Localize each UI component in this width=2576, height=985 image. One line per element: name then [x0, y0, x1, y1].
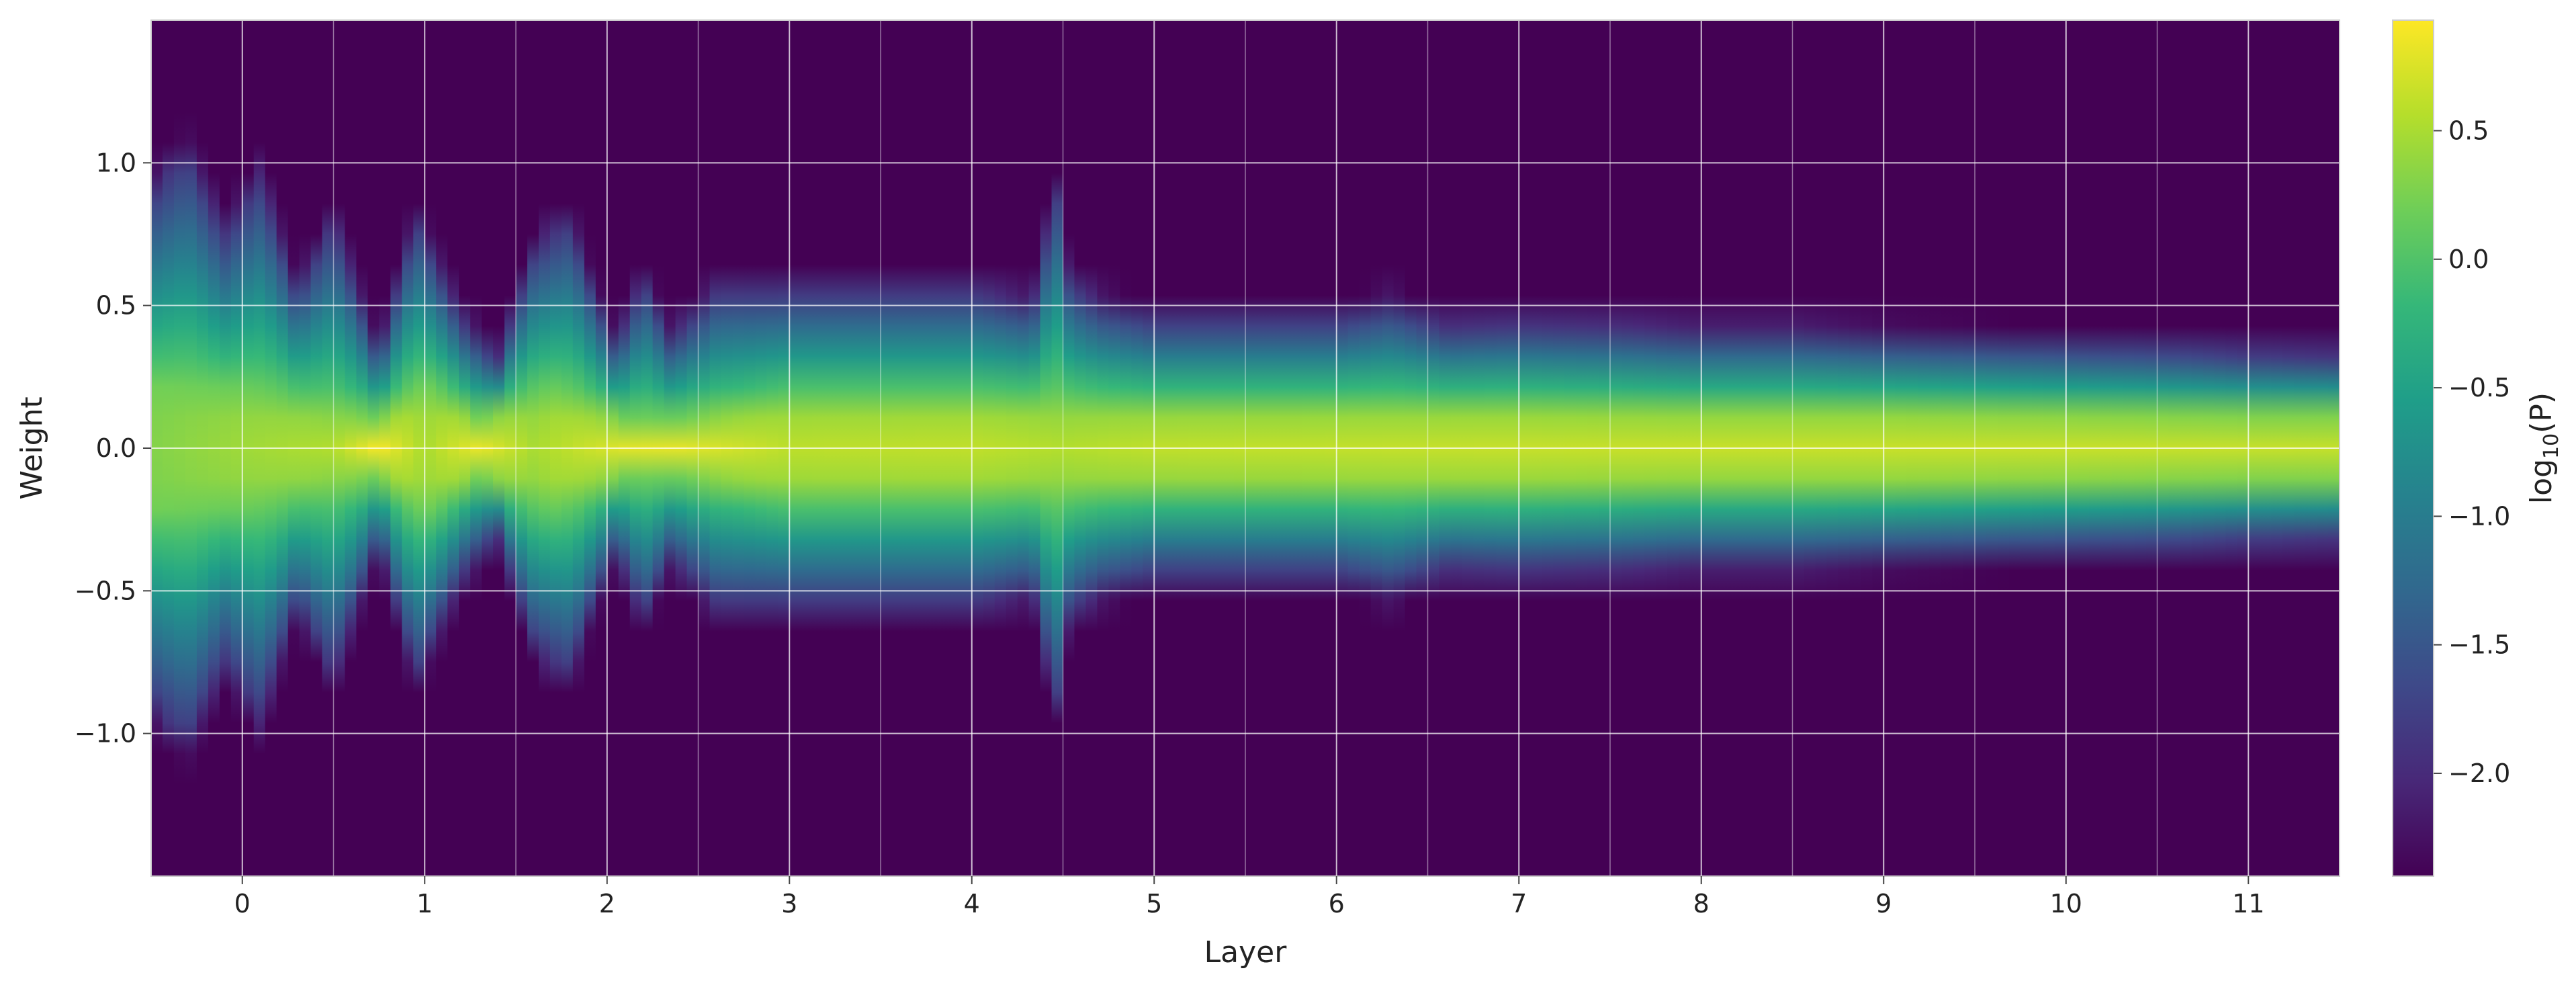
colorbar-label-base: log [2524, 459, 2559, 504]
y-tick-label: 0.5 [96, 291, 136, 320]
x-tick-label: 5 [1146, 889, 1162, 918]
x-axis-ticks: 0 1 2 3 4 5 6 7 8 9 10 11 [234, 876, 2264, 918]
y-tick-label: 0.0 [96, 433, 136, 463]
x-tick-label: 4 [964, 889, 980, 918]
x-tick-label: 3 [781, 889, 797, 918]
colorbar-tick-label: −1.5 [2448, 630, 2510, 660]
y-tick-label: 1.0 [96, 148, 136, 177]
y-tick-label: −1.0 [75, 719, 136, 748]
colorbar-tick-label: −0.5 [2448, 373, 2510, 402]
colorbar-tick-label: 0.0 [2448, 245, 2489, 274]
colorbar-tick-label: −2.0 [2448, 759, 2510, 788]
x-tick-label: 7 [1511, 889, 1527, 918]
x-tick-label: 1 [416, 889, 433, 918]
x-tick-label: 0 [234, 889, 251, 918]
x-tick-label: 10 [2050, 889, 2082, 918]
y-axis-label: Weight [15, 396, 49, 499]
x-tick-label: 2 [599, 889, 615, 918]
colorbar-ticks: 0.5 0.0 −0.5 −1.0 −1.5 −2.0 [2434, 116, 2510, 788]
colorbar-label-subscript: 10 [2540, 433, 2563, 459]
x-axis-label: Layer [1204, 935, 1288, 970]
colorbar-tick-label: 0.5 [2448, 116, 2489, 146]
colorbar-label: log10(P) [2524, 392, 2563, 504]
x-tick-label: 11 [2232, 889, 2264, 918]
colorbar-tick-label: −1.0 [2448, 501, 2510, 531]
colorbar-label-rest: (P) [2524, 392, 2559, 433]
colorbar [2392, 19, 2434, 877]
y-tick-label: −0.5 [75, 576, 136, 605]
x-tick-label: 9 [1875, 889, 1892, 918]
x-tick-label: 8 [1693, 889, 1709, 918]
x-tick-label: 6 [1329, 889, 1345, 918]
y-axis-ticks: 1.0 0.5 0.0 −0.5 −1.0 [75, 148, 151, 748]
